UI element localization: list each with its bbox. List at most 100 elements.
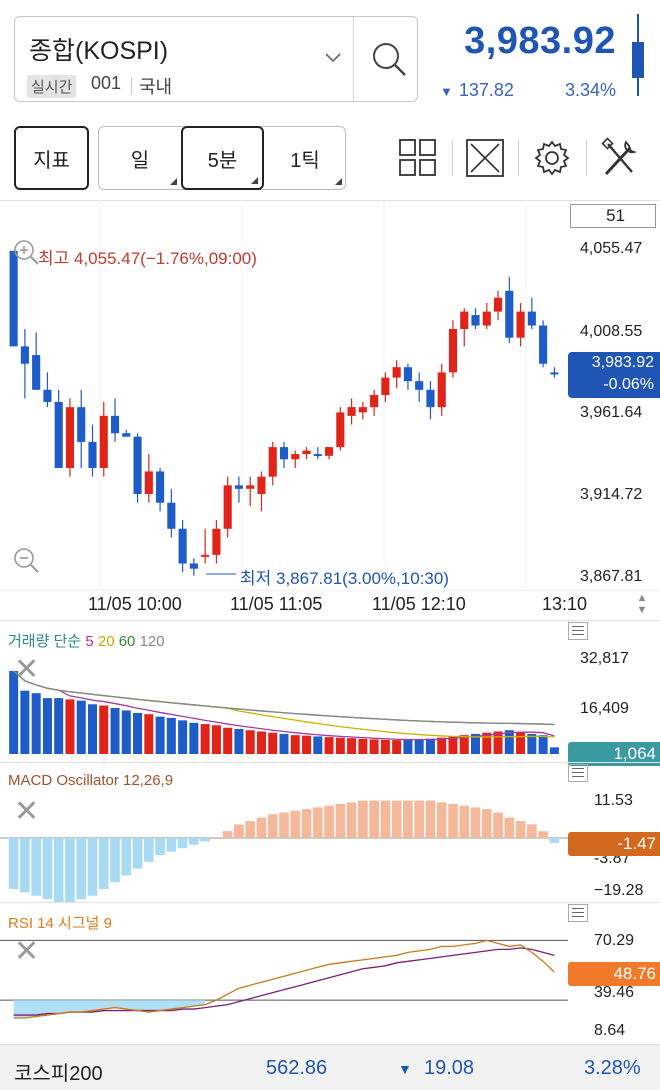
period-tick-button[interactable]: 1틱 <box>264 127 346 189</box>
candle <box>223 485 232 529</box>
footer-price: 562.86 <box>266 1057 328 1079</box>
volume-bar <box>99 705 109 754</box>
settings-gear-icon[interactable] <box>532 136 572 180</box>
macd-bar <box>549 838 560 843</box>
candle <box>122 433 131 437</box>
fullscreen-icon[interactable] <box>465 136 505 180</box>
volume-bar <box>133 712 143 754</box>
down-arrow-icon: ▼ <box>398 1061 412 1077</box>
macd-bar <box>459 805 470 838</box>
macd-axis-label: −19.28 <box>594 882 644 899</box>
tools-icon[interactable] <box>600 136 640 180</box>
volume-bar <box>245 730 255 754</box>
macd-bar <box>20 838 30 893</box>
volume-bar <box>504 730 514 754</box>
candle <box>99 415 108 468</box>
volume-bar <box>9 670 19 754</box>
candle <box>437 372 446 408</box>
volume-bar <box>121 710 131 754</box>
price-change-pct: 3.34% <box>564 80 616 100</box>
macd-bar <box>132 838 143 869</box>
volume-bar <box>369 739 379 754</box>
candle <box>201 554 210 557</box>
volume-title[interactable]: 거래량 단순 5 20 60 120 <box>8 630 165 651</box>
volume-bar <box>302 735 312 754</box>
chevron-down-icon[interactable] <box>325 47 341 68</box>
macd-bar <box>369 800 379 838</box>
candle <box>516 311 525 338</box>
period-label: 1틱 <box>290 149 320 172</box>
volume-ma120-line <box>13 670 555 726</box>
macd-bar <box>8 838 19 889</box>
candle <box>178 528 187 564</box>
macd-bar <box>481 809 492 838</box>
close-icon[interactable]: ✕ <box>14 653 40 686</box>
period-5min-button[interactable]: 5분 <box>181 126 264 190</box>
search-icon[interactable] <box>367 37 411 81</box>
price-chart[interactable] <box>0 200 568 590</box>
menu-icon[interactable] <box>568 622 588 640</box>
time-axis-label: 11/05 12:10 <box>372 594 466 614</box>
divider <box>131 77 132 95</box>
candle <box>257 476 266 495</box>
macd-bar <box>470 807 481 838</box>
macd-bar <box>436 802 447 838</box>
rsi-title[interactable]: RSI 14 시그널 9 <box>8 912 112 933</box>
macd-chart[interactable] <box>0 764 568 902</box>
rsi-title-text: RSI 14 시그널 9 <box>8 915 112 932</box>
macd-bar <box>256 817 267 838</box>
zoom-in-icon[interactable] <box>12 238 40 266</box>
volume-bar <box>290 735 300 754</box>
volume-bar <box>155 716 165 754</box>
ma-label: 60 <box>118 633 136 650</box>
time-scroll-icon[interactable]: ▲ ▼ <box>636 592 648 616</box>
realtime-badge: 실시간 <box>27 75 77 98</box>
close-icon[interactable]: ✕ <box>14 935 40 968</box>
current-price-tag: 3,983.92 -0.06% <box>568 352 660 398</box>
volume-bar <box>471 733 481 754</box>
price-axis-label: 3,961.64 <box>580 404 643 421</box>
symbol-name[interactable]: 종합(KOSPI) <box>29 37 169 65</box>
candle-count-box[interactable]: 51 <box>570 204 656 228</box>
rsi-line <box>13 939 555 1019</box>
volume-bar <box>380 739 390 754</box>
indicator-button[interactable]: 지표 <box>14 126 89 190</box>
candle <box>144 471 153 495</box>
macd-bar <box>515 821 526 838</box>
macd-bar <box>166 838 177 852</box>
period-label: 일 <box>130 149 150 172</box>
price-axis-label: 4,008.55 <box>580 323 643 340</box>
volume-bar <box>414 739 424 754</box>
candle <box>43 389 52 402</box>
period-day-button[interactable]: 일 <box>99 127 181 189</box>
volume-title-text: 거래량 단순 <box>8 633 82 650</box>
menu-icon[interactable] <box>568 904 588 922</box>
macd-bar <box>380 800 391 838</box>
grid-layout-icon[interactable] <box>398 136 438 180</box>
candle <box>77 407 86 442</box>
mini-candle-icon <box>632 14 644 96</box>
macd-bar <box>391 800 402 838</box>
macd-bar <box>414 800 425 838</box>
candle-count: 51 <box>606 206 625 225</box>
current-price-tag-value: 3,983.92 <box>591 354 654 371</box>
menu-icon[interactable] <box>568 764 588 782</box>
macd-bar <box>425 800 436 838</box>
volume-chart[interactable] <box>0 622 568 760</box>
rsi-chart[interactable] <box>0 904 568 1042</box>
macd-title[interactable]: MACD Oscillator 12,26,9 <box>8 772 174 789</box>
price-axis-label: 3,914.72 <box>580 486 643 503</box>
current-change-tag-value: -0.06% <box>603 376 654 393</box>
close-icon[interactable]: ✕ <box>14 795 40 828</box>
candle <box>167 502 176 529</box>
footer-change-pct: 3.28% <box>584 1057 641 1079</box>
symbol-selector[interactable]: 종합(KOSPI) 실시간 001 국내 <box>14 16 418 102</box>
zoom-out-icon[interactable] <box>12 546 40 574</box>
high-price-label: 최고 4,055.47(−1.76%,09:00) <box>38 249 257 268</box>
macd-current-tag: -1.47 <box>568 832 660 856</box>
time-axis-label: 11/05 10:00 <box>88 594 182 614</box>
macd-bar <box>53 838 64 902</box>
footer-ticker[interactable]: 코스피200 562.86 ▼ 19.08 3.28% <box>0 1044 660 1090</box>
down-arrow-icon: ▼ <box>440 84 453 99</box>
